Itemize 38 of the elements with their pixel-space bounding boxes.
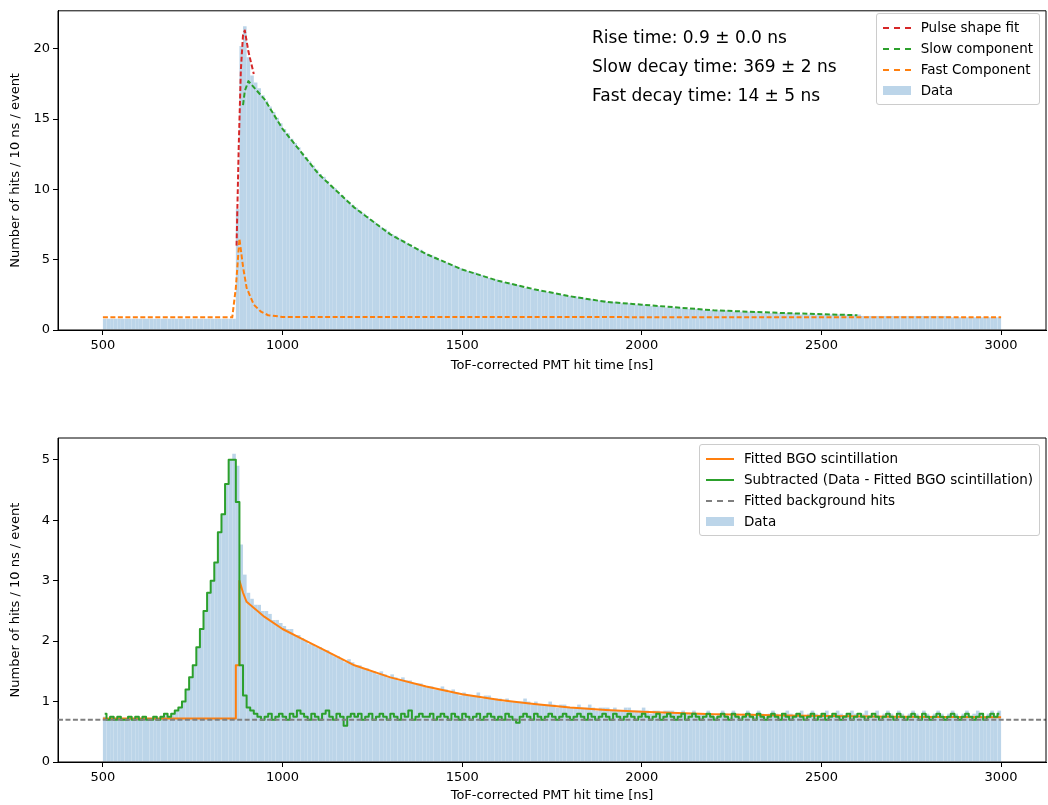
x-tick-label: 2000 (625, 337, 659, 353)
x-tick-label: 2000 (625, 769, 659, 785)
x-tick-label: 500 (90, 769, 116, 785)
legend-label: Pulse shape fit (920, 18, 1020, 37)
legend-label: Subtracted (Data - Fitted BGO scintillation) (743, 470, 1033, 489)
y-tick-label: 3 (41, 572, 50, 588)
y-axis-title: Number of hits / 10 ns / event (7, 502, 23, 698)
x-tick-label: 3000 (984, 337, 1018, 353)
x-tick-label: 500 (90, 337, 116, 353)
y-tick-label: 4 (41, 511, 50, 527)
annotation: Rise time: 0.9 ± 0.0 ns (592, 27, 787, 47)
y-tick-label: 20 (33, 40, 50, 56)
x-tick-label: 3000 (984, 769, 1018, 785)
x-tick-label: 1000 (266, 337, 300, 353)
y-tick-label: 1 (41, 692, 50, 708)
x-tick-label: 1500 (445, 769, 479, 785)
x-axis-title: ToF-corrected PMT hit time [ns] (449, 786, 654, 802)
legend-label: Fitted background hits (743, 491, 896, 510)
annotation: Slow decay time: 369 ± 2 ns (592, 56, 837, 76)
annotation: Fast decay time: 14 ± 5 ns (592, 85, 821, 105)
y-axis-title: Number of hits / 10 ns / event (7, 73, 23, 268)
x-tick-label: 2500 (804, 769, 838, 785)
y-tick-label: 2 (41, 632, 50, 648)
y-tick-label: 5 (41, 251, 50, 267)
y-tick-label: 5 (41, 451, 50, 467)
y-tick-label: 0 (41, 753, 50, 769)
legend-label: Slow component (920, 39, 1033, 58)
x-axis-title: ToF-corrected PMT hit time [ns] (449, 356, 654, 372)
x-tick-label: 1000 (266, 769, 300, 785)
legend-label: Data (920, 81, 953, 100)
x-tick-label: 2500 (804, 337, 838, 353)
legend-label: Fast Component (920, 60, 1031, 79)
legend-label: Fitted BGO scintillation (743, 449, 899, 468)
y-tick-label: 10 (33, 180, 50, 196)
legend-label: Data (743, 512, 777, 531)
x-tick-label: 1500 (445, 337, 479, 353)
y-tick-label: 0 (41, 321, 50, 337)
y-tick-label: 15 (33, 110, 50, 126)
